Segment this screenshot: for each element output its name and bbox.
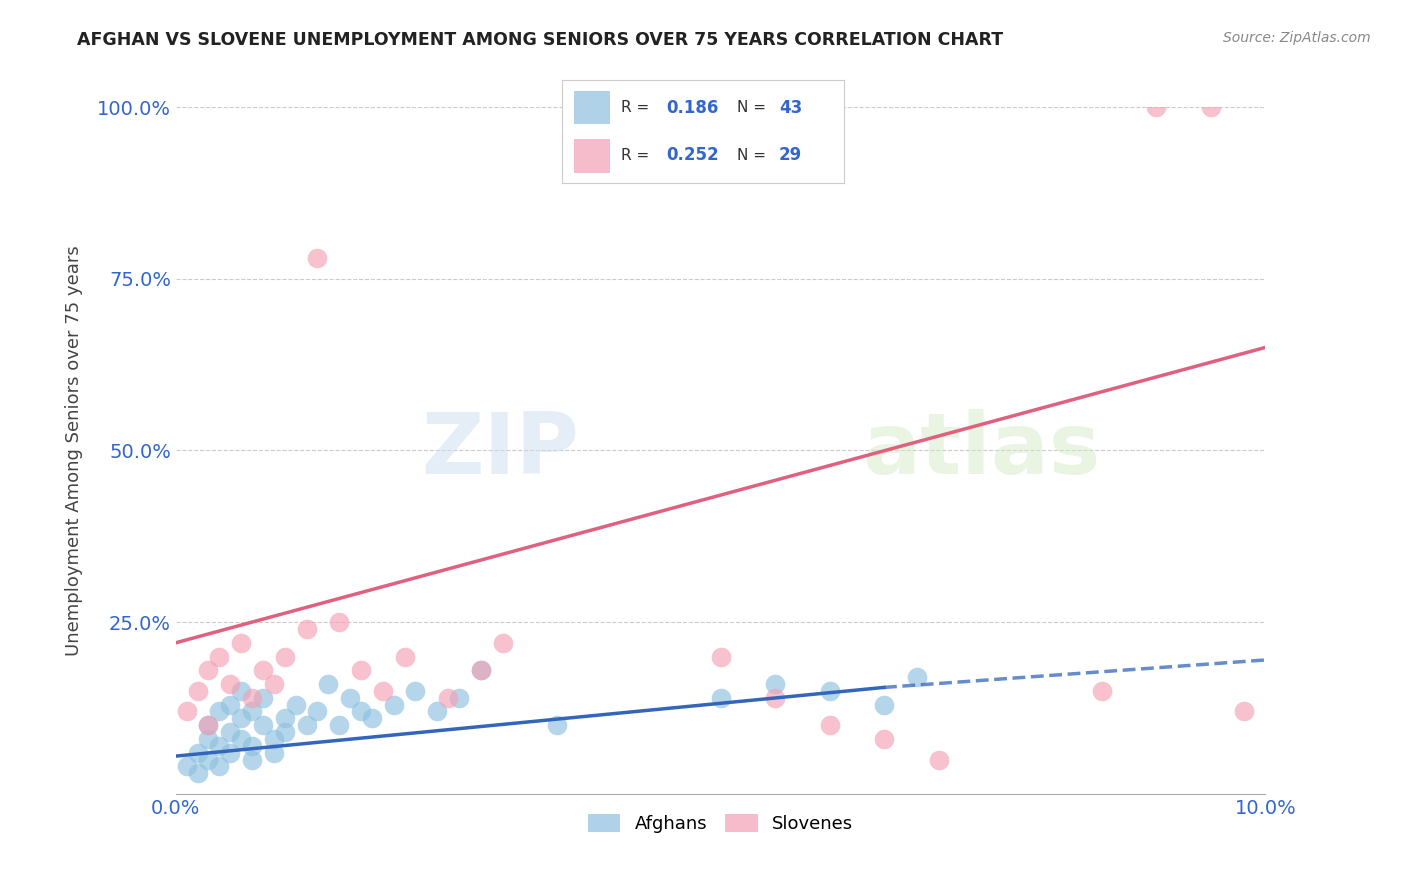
Text: ZIP: ZIP (422, 409, 579, 492)
Point (263, 731, 285, 746)
Text: Source: ZipAtlas.com: Source: ZipAtlas.com (1223, 31, 1371, 45)
Point (176, 759, 198, 773)
Point (240, 690, 263, 705)
FancyBboxPatch shape (574, 139, 610, 173)
Point (186, 746, 209, 760)
Point (263, 677, 285, 691)
Point (186, 683, 209, 698)
Text: 29: 29 (779, 146, 803, 164)
Point (197, 718, 219, 732)
Point (371, 683, 394, 698)
Text: R =: R = (621, 101, 655, 115)
Point (219, 746, 242, 760)
Point (1232, 705, 1256, 719)
Point (208, 739, 231, 753)
Point (328, 615, 350, 630)
Point (394, 649, 416, 664)
Point (710, 649, 733, 664)
Point (274, 725, 297, 739)
Point (426, 705, 449, 719)
Point (470, 663, 492, 677)
Point (307, 705, 329, 719)
Point (240, 739, 263, 753)
Y-axis label: Unemployment Among Seniors over 75 years: Unemployment Among Seniors over 75 years (65, 245, 83, 656)
Point (231, 636, 253, 650)
Text: 43: 43 (779, 99, 803, 117)
Point (492, 636, 515, 650)
Point (1199, 100, 1222, 114)
Point (818, 718, 841, 732)
Point (240, 753, 263, 767)
Point (284, 698, 307, 712)
Point (197, 731, 219, 746)
Text: R =: R = (621, 148, 655, 162)
Point (219, 698, 242, 712)
Point (274, 711, 297, 725)
Point (240, 705, 263, 719)
Point (252, 690, 274, 705)
Point (546, 718, 568, 732)
Point (295, 718, 318, 732)
Point (231, 683, 253, 698)
Point (176, 705, 198, 719)
Point (405, 683, 427, 698)
Point (873, 698, 896, 712)
Point (219, 677, 242, 691)
Point (252, 663, 274, 677)
Point (318, 677, 340, 691)
Text: N =: N = (737, 148, 770, 162)
Point (1091, 683, 1114, 698)
Point (1144, 100, 1167, 114)
Point (197, 663, 219, 677)
Point (263, 746, 285, 760)
Point (208, 649, 231, 664)
Text: 0.186: 0.186 (666, 99, 718, 117)
Point (208, 759, 231, 773)
FancyBboxPatch shape (574, 91, 610, 124)
Point (350, 705, 373, 719)
Point (818, 683, 841, 698)
Text: atlas: atlas (862, 409, 1101, 492)
Point (873, 731, 896, 746)
Point (219, 725, 242, 739)
Point (339, 690, 361, 705)
Point (208, 705, 231, 719)
Point (437, 690, 460, 705)
Point (231, 731, 253, 746)
Text: 0.252: 0.252 (666, 146, 718, 164)
Point (470, 663, 492, 677)
Point (197, 718, 219, 732)
Point (905, 670, 928, 684)
Point (307, 251, 329, 265)
Point (763, 690, 786, 705)
Point (252, 718, 274, 732)
Point (710, 690, 733, 705)
Legend: Afghans, Slovenes: Afghans, Slovenes (588, 814, 853, 833)
Point (382, 698, 405, 712)
Point (295, 622, 318, 636)
Text: AFGHAN VS SLOVENE UNEMPLOYMENT AMONG SENIORS OVER 75 YEARS CORRELATION CHART: AFGHAN VS SLOVENE UNEMPLOYMENT AMONG SEN… (77, 31, 1004, 49)
Point (928, 753, 950, 767)
Point (328, 718, 350, 732)
Point (360, 711, 382, 725)
Point (231, 711, 253, 725)
Point (274, 649, 297, 664)
Point (447, 690, 470, 705)
Point (186, 766, 209, 780)
Point (197, 753, 219, 767)
Text: N =: N = (737, 101, 770, 115)
Point (350, 663, 373, 677)
Point (763, 677, 786, 691)
